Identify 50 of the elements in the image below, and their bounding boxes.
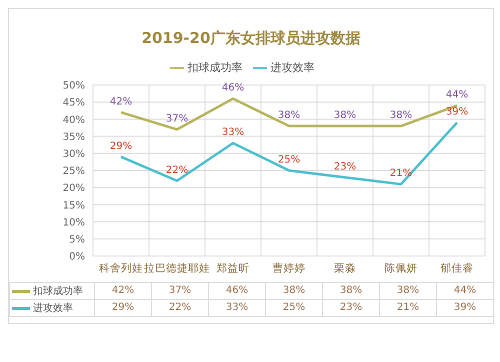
x-tick-label: 郑益昕 (216, 261, 250, 274)
x-tick-label: 郁佳睿 (440, 262, 474, 274)
text: 29% (110, 140, 132, 152)
data-label: 38% (379, 283, 436, 299)
data-label: 23% (322, 300, 379, 316)
text: 25% (278, 154, 300, 166)
legend-label: 扣球成功率 (188, 61, 242, 74)
data-label: 39% (436, 300, 493, 316)
y-tick-label: 40% (62, 114, 85, 126)
y-tick-label: 15% (62, 200, 85, 212)
text: 39% (446, 106, 468, 118)
data-label: 22% (151, 300, 208, 316)
text: 38% (334, 110, 356, 122)
data-label: 37% (151, 283, 208, 299)
y-tick-label: 10% (62, 217, 85, 228)
y-tick-label: 50% (62, 80, 85, 92)
y-tick-label: 30% (62, 148, 85, 160)
y-tick-label: 35% (62, 132, 85, 143)
data-label: 46% (208, 283, 265, 299)
data-label: 42% (94, 283, 151, 299)
text: 扣球成功率 (33, 286, 83, 297)
y-tick-label: 20% (62, 183, 85, 194)
data-label: 33% (208, 300, 265, 316)
text: 23% (334, 161, 356, 172)
data-label: 21% (379, 300, 436, 316)
text: 22% (166, 164, 188, 176)
text: 44% (446, 90, 468, 101)
x-tick-label: 陈佩妍 (384, 262, 418, 274)
text: 进攻效率 (33, 303, 73, 314)
text: 46% (222, 82, 244, 94)
y-tick-label: 5% (69, 234, 85, 246)
x-tick-label: 栗淼 (334, 261, 356, 274)
text: 33% (222, 127, 244, 138)
x-tick-label: 拉巴德捷耶娃 (144, 261, 210, 274)
text: 42% (110, 96, 132, 108)
y-tick-label: 25% (62, 166, 85, 178)
text: 38% (390, 110, 412, 122)
data-label: 44% (436, 283, 493, 299)
data-label: 25% (265, 300, 322, 316)
x-tick-label: 曹婷婷 (272, 261, 306, 274)
y-tick-label: 45% (62, 98, 85, 109)
text: 38% (278, 110, 300, 122)
chart-title: 2019-20广东女排球员进攻数据 (140, 29, 362, 48)
data-label: 38% (322, 283, 379, 299)
y-tick-label: 0% (69, 252, 85, 263)
x-tick-label: 科舍列娃 (99, 262, 143, 274)
data-label: 38% (265, 283, 322, 299)
text: 37% (166, 113, 188, 124)
legend-label: 进攻效率 (270, 61, 314, 74)
data-label: 29% (94, 300, 151, 316)
